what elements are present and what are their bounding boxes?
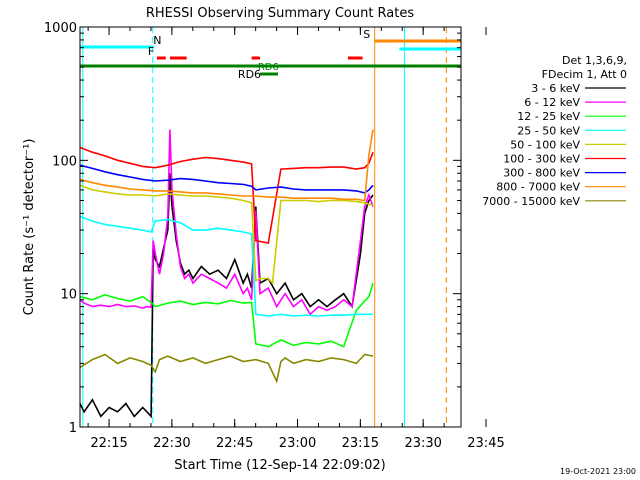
x-tick-label: 23:45: [467, 436, 504, 451]
y-axis-label: Count Rate (s⁻¹ detector⁻¹): [22, 139, 37, 316]
x-axis-label: Start Time (12-Sep-14 22:09:02): [174, 458, 385, 473]
footer-date: 19-Oct-2021 23:00: [560, 467, 636, 476]
y-tick-label: 10: [60, 288, 77, 303]
legend-entry-label: 50 - 100 keV: [510, 138, 580, 151]
y-tick-label: 100: [52, 154, 77, 169]
flag-bar-label: RD6: [238, 68, 261, 81]
x-tick-label: 23:30: [404, 436, 441, 451]
flag-bar-label: S: [363, 28, 370, 41]
legend-entry-label: 6 - 12 keV: [524, 96, 580, 109]
plot-frame: [79, 26, 462, 428]
legend-entry-label: 300 - 800 keV: [503, 167, 580, 180]
legend-entry-label: 25 - 50 keV: [517, 124, 580, 137]
legend-header-line-2: FDecim 1, Att 0: [542, 68, 627, 81]
series-line: [79, 129, 374, 202]
y-tick-label: 1000: [44, 21, 77, 36]
series-line: [79, 353, 374, 384]
series-line: [79, 184, 374, 285]
series-line: [79, 215, 373, 317]
legend-header-line-1: Det 1,3,6,9,: [562, 54, 627, 67]
legend: Det 1,3,6,9, FDecim 1, Att 0 3 - 6 keV6 …: [482, 54, 627, 208]
x-axis: 22:15 22:30 22:45 23:00 23:15 23:30 23:45: [87, 27, 505, 451]
series-line: [79, 129, 374, 316]
legend-entry-label: 12 - 25 keV: [517, 110, 580, 123]
x-tick-label: 23:00: [279, 436, 316, 451]
flag-bar-label: RD6: [258, 62, 279, 73]
legend-entry-label: 100 - 300 keV: [503, 153, 580, 166]
series-line: [79, 146, 374, 244]
legend-entry-label: 3 - 6 keV: [531, 82, 580, 95]
flag-bar-label: N: [153, 34, 161, 47]
y-tick-label: 1: [69, 421, 77, 436]
series-line: [79, 173, 374, 419]
series-line: [79, 164, 374, 194]
legend-entry-label: 800 - 7000 keV: [496, 181, 580, 194]
x-tick-label: 23:15: [342, 436, 379, 451]
x-tick-label: 22:15: [90, 436, 127, 451]
x-tick-label: 22:45: [216, 436, 253, 451]
y-axis: 1 10 100 1000: [44, 21, 461, 436]
flag-bar-label: F: [148, 45, 154, 58]
x-tick-label: 22:30: [153, 436, 190, 451]
legend-entry-label: 7000 - 15000 keV: [482, 195, 580, 208]
series-line: [79, 282, 374, 348]
chart-title: RHESSI Observing Summary Count Rates: [146, 6, 415, 21]
